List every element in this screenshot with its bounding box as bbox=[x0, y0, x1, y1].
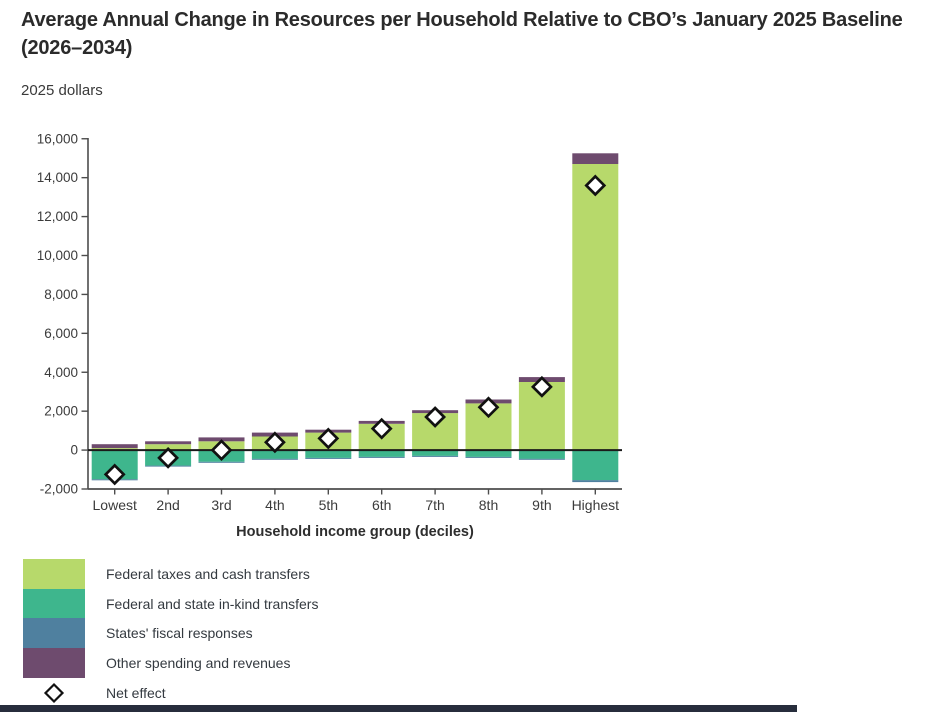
bar-segment bbox=[145, 441, 192, 445]
y-axis-tick-label: 6,000 bbox=[44, 326, 78, 341]
legend-item: Federal and state in-kind transfers bbox=[23, 588, 319, 619]
bar-segment bbox=[358, 450, 405, 457]
y-axis-tick-label: 8,000 bbox=[44, 287, 78, 302]
x-axis-tick-label: 8th bbox=[479, 497, 498, 513]
legend-label: Federal and state in-kind transfers bbox=[106, 595, 319, 612]
x-axis-tick-label: 7th bbox=[425, 497, 444, 513]
chart-title: Average Annual Change in Resources per H… bbox=[21, 9, 903, 59]
y-axis-tick-label: 12,000 bbox=[37, 209, 78, 224]
net-effect-marker bbox=[263, 431, 286, 454]
bar-segment bbox=[305, 457, 352, 459]
net-effect-marker bbox=[477, 396, 500, 419]
net-effect-marker bbox=[530, 375, 553, 398]
bar-segment bbox=[358, 456, 405, 458]
y-axis-tick-label: 0 bbox=[70, 443, 78, 458]
legend-label: Net effect bbox=[106, 685, 166, 702]
bar-segment bbox=[465, 456, 512, 458]
net-effect-marker bbox=[317, 427, 340, 450]
bar-segment bbox=[412, 450, 459, 456]
net-effect-marker bbox=[370, 417, 393, 440]
chart-units-label: 2025 dollars bbox=[21, 82, 103, 99]
bar-segment bbox=[518, 458, 565, 460]
y-axis-tick-label: -2,000 bbox=[40, 482, 78, 497]
bar-segment bbox=[198, 461, 245, 463]
x-axis-tick-label: 4th bbox=[265, 497, 284, 513]
net-effect-marker bbox=[584, 174, 607, 197]
legend-swatch-taxes-cash bbox=[23, 559, 85, 589]
legend-swatch-in-kind bbox=[23, 588, 85, 619]
legend-label: Other spending and revenues bbox=[106, 654, 291, 671]
footer-divider-bar bbox=[0, 705, 797, 712]
x-axis-tick-label: 3rd bbox=[211, 497, 231, 513]
net-effect-diamond-icon bbox=[43, 683, 65, 704]
bar-segment bbox=[572, 480, 619, 483]
bar-segment bbox=[572, 450, 619, 481]
net-effect-marker bbox=[210, 439, 233, 461]
bar-segment bbox=[572, 164, 619, 450]
legend-swatch-states-fiscal bbox=[23, 618, 85, 649]
y-axis-tick-label: 2,000 bbox=[44, 404, 78, 419]
bar-segment bbox=[518, 450, 565, 459]
legend-item: States' fiscal responses bbox=[23, 618, 318, 649]
bar-segment bbox=[572, 153, 619, 164]
bar-segment bbox=[412, 455, 459, 457]
legend-item: Federal taxes and cash transfers bbox=[23, 559, 318, 589]
y-axis-tick-label: 16,000 bbox=[37, 131, 78, 146]
bar-segment bbox=[465, 450, 512, 457]
bar-segment bbox=[251, 450, 298, 459]
legend-label: Federal taxes and cash transfers bbox=[106, 565, 310, 582]
legend-swatch-other bbox=[23, 648, 85, 678]
x-axis-tick-label: 9th bbox=[532, 497, 551, 513]
x-axis-title: Household income group (deciles) bbox=[236, 524, 474, 540]
y-axis-tick-label: 10,000 bbox=[37, 248, 78, 263]
legend-item: Other spending and revenues bbox=[23, 648, 318, 678]
net-effect-marker bbox=[157, 446, 180, 469]
legend: Federal taxes and cash transfers Federal… bbox=[23, 559, 318, 709]
bar-segment bbox=[251, 458, 298, 460]
y-axis-tick-label: 14,000 bbox=[37, 170, 78, 185]
net-effect-marker bbox=[103, 463, 126, 486]
x-axis-tick-label: 6th bbox=[372, 497, 391, 513]
legend-label: States' fiscal responses bbox=[106, 625, 253, 642]
y-axis-tick-label: 4,000 bbox=[44, 365, 78, 380]
x-axis-tick-label: Highest bbox=[572, 497, 620, 513]
stacked-bar-chart: -2,000 0 2,000 4,000 6,000 8,000 10,000 12,000 1… bbox=[37, 131, 622, 513]
net-effect-marker bbox=[424, 406, 447, 428]
bar-segment bbox=[91, 448, 138, 450]
x-axis-tick-label: Lowest bbox=[93, 497, 137, 513]
x-axis-tick-label: 2nd bbox=[156, 497, 179, 513]
legend-item: Net effect bbox=[23, 678, 318, 709]
x-axis-tick-label: 5th bbox=[319, 497, 338, 513]
bar-segment bbox=[91, 444, 138, 449]
bar-segment bbox=[305, 450, 352, 458]
